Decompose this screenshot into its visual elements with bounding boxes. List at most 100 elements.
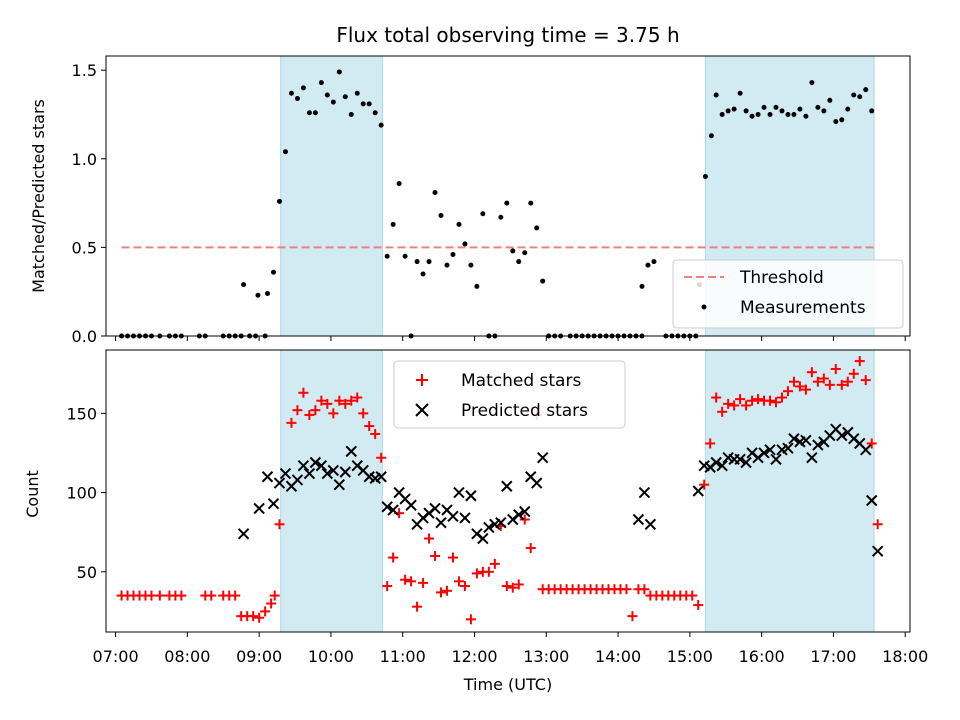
predicted-star-point [740,456,752,469]
matched-star-point [501,581,512,592]
measurement-point [785,111,791,117]
predicted-star-point [375,471,387,483]
measurement-point [863,87,869,93]
x-tick-label: 09:00 [236,647,282,666]
measurement-point [797,106,803,112]
matched-star-point [206,590,217,601]
measurement-point [456,221,462,227]
measurement-point [288,90,294,96]
matched-star-point [848,368,859,379]
bottom-panel-frame [105,349,911,633]
top-legend: Threshold Measurements [672,259,904,329]
matched-star-point [621,584,632,595]
legend-predicted-swatch [415,403,429,417]
measurement-point [803,113,809,119]
matched-star-point [471,568,482,579]
chart-title: Flux total observing time = 3.75 h [336,23,679,47]
measurement-point [462,241,468,247]
predicted-star-point [303,467,316,480]
matched-star-point [771,397,781,408]
predicted-star-point [710,456,722,469]
measurement-point [749,113,755,119]
matched-star-point [699,479,710,490]
matched-star-point [310,405,321,416]
measurement-point [420,271,426,277]
x-tick-label: 12:00 [451,647,497,666]
matched-star-point [842,376,853,387]
y-tick-label: 50 [77,563,97,582]
measurement-point [480,211,486,217]
matched-star-point [836,379,847,390]
y-tick-label: 1.0 [72,150,97,169]
matched-star-point [388,552,399,563]
predicted-star-point [644,518,657,530]
matched-star-point [465,614,476,625]
measurement-point [534,225,540,231]
measurement-point [719,111,725,117]
matched-star-point [298,387,309,398]
matched-star-point [286,417,297,428]
matched-star-point [776,392,787,403]
x-tick-label: 08:00 [164,647,210,666]
predicted-star-point [261,471,274,483]
matched-star-point [176,590,187,601]
matched-star-point [322,398,333,409]
matched-star-point [735,394,746,405]
measurement-point [522,250,528,256]
measurement-point [342,94,348,100]
bottom-panel: 50 100 150 07:00 08:00 09:00 10:00 11:00 12:00 1… [23,349,928,694]
matched-star-point [507,582,518,593]
measurement-point [540,278,546,284]
x-tick-label: 07:00 [93,647,139,666]
legend-predicted-label: Predicted stars [461,401,588,421]
predicted-star-point [764,444,776,456]
measurement-point [271,269,276,275]
x-tick-label: 14:00 [595,647,641,666]
matched-star-point [782,386,793,397]
predicted-star-point [806,452,818,464]
predicted-star-point [435,516,447,529]
measurement-point [645,262,651,268]
measurement-point [378,122,384,128]
y-tick-label: 0.5 [72,238,97,257]
predicted-star-point [812,439,824,451]
matched-star-point [370,428,381,439]
matched-star-point [412,601,423,612]
measurement-point [336,69,342,75]
x-axis-label: Time (UTC) [463,675,552,694]
measurement-point [639,283,645,289]
matched-star-point [346,395,357,406]
predicted-star-point [536,452,549,464]
measurement-point [510,248,516,254]
predicted-star-point [513,509,525,521]
matched-star-point [292,405,303,416]
top-legend-box [672,259,904,329]
predicted-star-point [387,504,399,516]
measurement-point [761,104,767,110]
matched-star-point [230,590,241,601]
measurement-point [725,108,731,114]
measurement-point [438,212,444,218]
matched-star-point [376,452,387,463]
predicted-star-point [692,485,704,497]
measurement-point [402,253,408,259]
top-panel-frame [105,55,911,337]
matched-star-point [453,576,464,587]
measurement-point [851,92,857,98]
predicted-star-point [758,447,770,459]
matched-star-point [729,400,740,411]
legend-matched-swatch [416,374,428,386]
matched-star-point [274,519,285,530]
measurement-point [504,200,510,206]
measurement-point [354,90,360,96]
measurement-point [468,262,474,268]
measurement-point [414,259,420,265]
matched-star-point [705,438,716,449]
x-tick-label: 13:00 [523,647,569,666]
matched-star-point [406,576,417,587]
matched-star-point [711,392,722,403]
matched-star-point [260,606,271,617]
measurement-point [809,80,815,86]
matched-star-point [812,376,823,387]
matched-star-point [824,379,835,390]
